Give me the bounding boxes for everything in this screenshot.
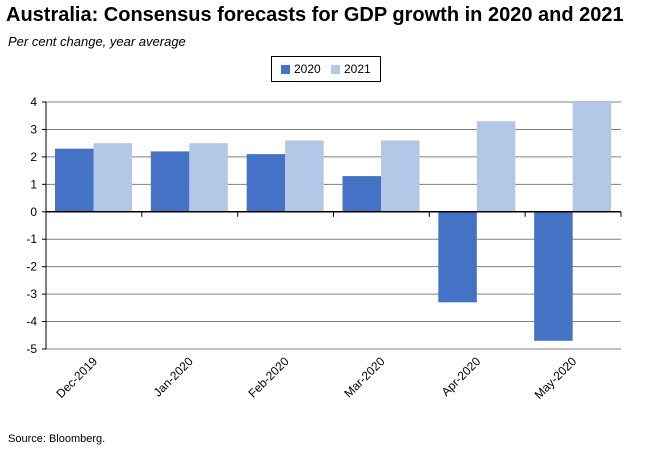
bar-2020-jan-2020	[150, 151, 190, 212]
y-tick-label: 1	[30, 177, 37, 191]
y-tick-label: -1	[26, 232, 37, 246]
bar-2020-may-2020	[534, 211, 573, 341]
legend-label-2021: 2021	[344, 62, 371, 76]
x-tick-label: Jan-2020	[151, 354, 197, 400]
legend-swatch-2021	[331, 65, 340, 74]
bar-2020-dec-2019	[55, 148, 94, 212]
x-tick-label: May-2020	[532, 354, 580, 402]
y-tick-label: -2	[26, 260, 37, 274]
y-tick-label: -3	[26, 287, 37, 301]
x-tick-label: Feb-2020	[245, 354, 291, 400]
bar-2021-feb-2020	[285, 140, 324, 212]
x-tick-label: Apr-2020	[439, 354, 484, 399]
bar-2021-dec-2019	[93, 143, 132, 212]
legend: 2020 2021	[271, 56, 381, 82]
y-tick-label: 2	[30, 150, 37, 164]
y-tick-label: 4	[30, 95, 37, 109]
source-note: Source: Bloomberg.	[8, 433, 106, 445]
legend-swatch-2020	[281, 65, 290, 74]
x-tick-label: Mar-2020	[341, 354, 387, 400]
y-tick-label: -5	[26, 342, 37, 356]
bar-2021-apr-2020	[476, 121, 516, 212]
bar-2020-mar-2020	[342, 176, 381, 212]
x-tick-label: Dec-2019	[53, 354, 100, 401]
y-tick-label: 3	[30, 122, 37, 136]
bar-2020-feb-2020	[246, 154, 286, 212]
legend-label-2020: 2020	[294, 62, 321, 76]
bar-2021-may-2020	[572, 102, 612, 212]
chart-subtitle: Per cent change, year average	[8, 34, 186, 49]
bar-2021-jan-2020	[189, 143, 228, 212]
bar-2020-apr-2020	[438, 211, 477, 303]
y-tick-label: 0	[30, 205, 37, 219]
bar-2021-mar-2020	[381, 140, 420, 212]
chart-title: Australia: Consensus forecasts for GDP g…	[6, 4, 624, 26]
y-tick-label: -4	[26, 315, 37, 329]
